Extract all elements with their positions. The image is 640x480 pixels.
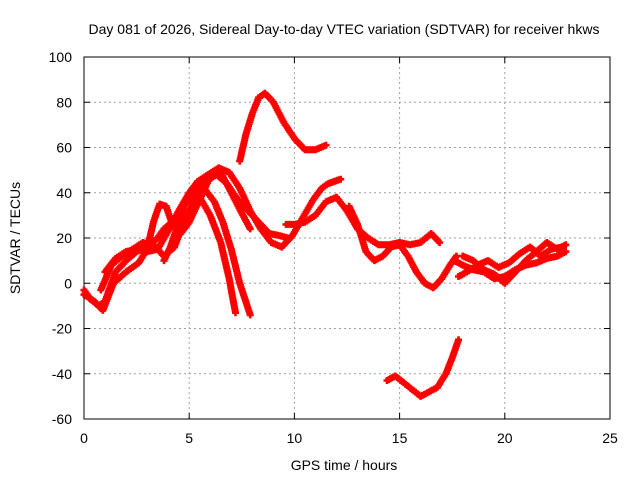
y-tick-label: 0 [64,275,72,291]
x-tick-label: 20 [497,430,513,446]
x-tick-label: 5 [185,430,193,446]
data-point [562,241,570,249]
series-track-9 [383,336,462,400]
data-point [232,309,239,317]
grid [84,57,610,419]
data-point [322,141,330,149]
x-tick-label: 0 [80,430,88,446]
data-point [562,248,570,256]
y-tick-label: -40 [52,366,72,382]
series-track-4 [101,189,239,317]
y-axis-label: SDTVAR / TECUs [7,182,23,294]
chart-title: Day 081 of 2026, Sidereal Day-to-day VTE… [89,21,600,37]
y-tick-label: 100 [49,49,73,65]
x-tick-label: 10 [287,430,303,446]
x-axis-label: GPS time / hours [291,457,398,473]
x-tick-label: 25 [602,430,618,446]
series-track-5 [160,164,345,265]
data-point [436,239,444,246]
data-series [80,89,570,400]
y-tick-label: 60 [56,140,72,156]
x-axis: 0 5 10 15 20 25 [80,57,618,446]
data-point [337,175,345,183]
y-tick-label: -60 [52,411,72,427]
y-axis: -60 -40 -20 0 20 40 60 80 100 [49,49,610,427]
series-track-6 [236,89,330,165]
x-tick-label: 15 [392,430,408,446]
series-track-12 [459,239,570,287]
data-point [246,225,254,233]
y-tick-label: 20 [56,230,72,246]
y-tick-label: -20 [52,321,72,337]
y-tick-label: 40 [56,185,72,201]
data-point [455,336,462,344]
y-tick-label: 80 [56,94,72,110]
data-point [246,311,254,319]
series-track-8 [345,202,460,292]
